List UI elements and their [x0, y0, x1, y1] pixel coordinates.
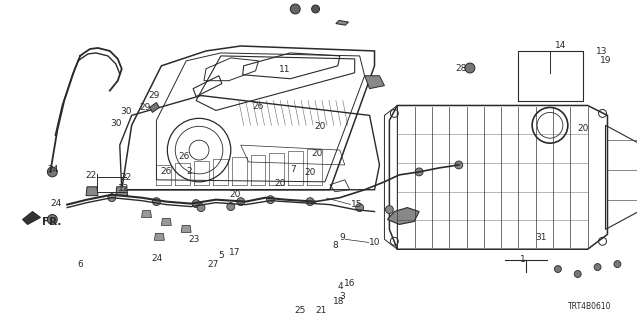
Polygon shape — [161, 219, 172, 225]
Circle shape — [455, 161, 463, 169]
Circle shape — [227, 203, 235, 211]
Text: 22: 22 — [85, 172, 97, 180]
Text: 20: 20 — [312, 149, 323, 158]
Text: 21: 21 — [316, 307, 327, 316]
Text: 24: 24 — [51, 199, 61, 208]
Text: 20: 20 — [304, 168, 316, 177]
Text: 26: 26 — [178, 152, 189, 161]
Text: 4: 4 — [337, 282, 343, 292]
Text: 22: 22 — [120, 173, 131, 182]
Text: 20: 20 — [577, 124, 589, 133]
Text: 24: 24 — [48, 165, 59, 174]
Text: 20: 20 — [275, 179, 285, 188]
Circle shape — [415, 168, 423, 176]
Text: 11: 11 — [279, 65, 291, 74]
Text: TRT4B0610: TRT4B0610 — [568, 302, 611, 311]
Text: FR.: FR. — [42, 218, 62, 228]
Circle shape — [594, 264, 601, 270]
Circle shape — [385, 206, 394, 213]
Polygon shape — [154, 233, 164, 240]
Text: 26: 26 — [253, 101, 264, 111]
Text: 30: 30 — [111, 119, 122, 128]
Text: 15: 15 — [351, 200, 362, 209]
Polygon shape — [365, 76, 385, 89]
Text: 29: 29 — [139, 103, 150, 112]
Text: 18: 18 — [333, 297, 345, 306]
Polygon shape — [22, 212, 40, 224]
Text: 13: 13 — [596, 47, 607, 56]
Circle shape — [554, 266, 561, 273]
Text: 9: 9 — [339, 233, 345, 242]
Text: 23: 23 — [189, 235, 200, 244]
Polygon shape — [150, 102, 159, 112]
Circle shape — [152, 198, 161, 206]
Text: 3: 3 — [339, 292, 345, 301]
Circle shape — [237, 198, 244, 206]
Circle shape — [108, 194, 116, 202]
Text: 31: 31 — [536, 233, 547, 242]
Text: 14: 14 — [555, 41, 566, 50]
Circle shape — [306, 198, 314, 206]
Text: 1: 1 — [520, 255, 525, 264]
Circle shape — [197, 204, 205, 212]
Polygon shape — [387, 208, 419, 224]
Text: 24: 24 — [151, 254, 163, 263]
Circle shape — [356, 204, 364, 212]
Circle shape — [614, 260, 621, 268]
Polygon shape — [336, 20, 349, 25]
Text: 12: 12 — [118, 184, 130, 193]
Text: 5: 5 — [218, 251, 224, 260]
Circle shape — [312, 5, 319, 13]
Circle shape — [291, 4, 300, 14]
Circle shape — [47, 167, 58, 177]
Text: 28: 28 — [456, 63, 467, 73]
Text: 10: 10 — [369, 238, 380, 247]
Text: 2: 2 — [187, 167, 193, 176]
Text: 16: 16 — [344, 279, 356, 288]
Text: 27: 27 — [208, 260, 219, 269]
Text: 20: 20 — [229, 190, 241, 199]
Polygon shape — [86, 187, 98, 196]
Polygon shape — [141, 211, 152, 218]
Polygon shape — [181, 225, 191, 232]
Text: 20: 20 — [314, 122, 326, 131]
Text: 7: 7 — [290, 165, 296, 174]
Text: 8: 8 — [333, 241, 339, 250]
Text: 29: 29 — [148, 92, 160, 100]
Text: 30: 30 — [120, 107, 132, 116]
Polygon shape — [116, 187, 128, 196]
Circle shape — [465, 63, 475, 73]
Circle shape — [266, 196, 275, 204]
Text: 26: 26 — [160, 167, 172, 176]
Circle shape — [192, 200, 200, 208]
Text: 6: 6 — [77, 260, 83, 269]
Text: 25: 25 — [294, 307, 306, 316]
Circle shape — [574, 270, 581, 277]
Text: 17: 17 — [228, 248, 240, 258]
Circle shape — [47, 214, 58, 224]
Text: 19: 19 — [600, 56, 612, 65]
